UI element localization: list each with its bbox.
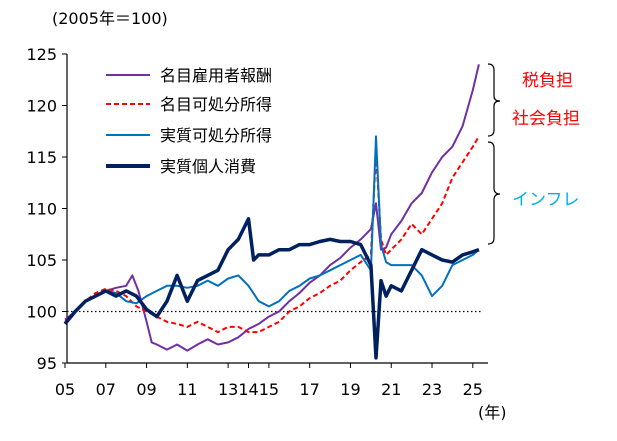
legend-label-real-disposable: 実質可処分所得	[160, 126, 272, 145]
y-tick-label: 125	[26, 45, 57, 64]
y-tick-label: 105	[26, 251, 57, 270]
annotation-inflation: インフレ	[512, 190, 580, 210]
legend: 名目雇用者報酬 名目可処分所得 実質可処分所得 実質個人消費	[106, 66, 272, 176]
x-tick-label: 09	[136, 380, 156, 399]
x-tick-label: 13	[218, 380, 238, 399]
y-tick-label: 95	[37, 354, 57, 373]
y-tick-label: 100	[26, 303, 57, 322]
annotation-social: 社会負担	[512, 109, 580, 129]
x-tick-label: 11	[177, 380, 197, 399]
y-tick-group: 95 100 105 110 115 120 125	[26, 45, 67, 373]
x-unit-label: (年)	[478, 403, 507, 422]
x-tick-label: 19	[340, 380, 360, 399]
x-tick-group: 05 07 09 11 13 14 15 17 19 21 23 25	[55, 363, 483, 399]
series-nominal-disposable	[64, 135, 480, 334]
y-tick-label: 115	[26, 148, 57, 167]
series-nominal-compensation	[64, 64, 480, 352]
legend-label-nominal-disposable: 名目可処分所得	[160, 95, 272, 114]
y-tick-label: 110	[26, 200, 57, 219]
x-tick-label: 15	[259, 380, 279, 399]
x-tick-label: 23	[422, 380, 442, 399]
x-tick-label: 25	[463, 380, 483, 399]
x-tick-label: 05	[55, 380, 75, 399]
x-tick-label: 17	[300, 380, 320, 399]
series-real-consumption	[63, 217, 480, 360]
x-tick-label: 21	[381, 380, 401, 399]
series-real-disposable	[64, 135, 480, 325]
legend-label-nominal-compensation: 名目雇用者報酬	[160, 66, 272, 85]
brace-tax-social	[487, 63, 501, 137]
x-tick-label: 07	[96, 380, 116, 399]
x-tick-label: 14	[238, 380, 258, 399]
legend-label-real-consumption: 実質個人消費	[160, 157, 256, 176]
y-tick-label: 120	[26, 97, 57, 116]
annotation-tax: 税負担	[522, 71, 573, 91]
series-group	[63, 64, 480, 360]
y-unit-label: (2005年＝100)	[52, 9, 168, 28]
brace-inflation	[487, 141, 501, 245]
